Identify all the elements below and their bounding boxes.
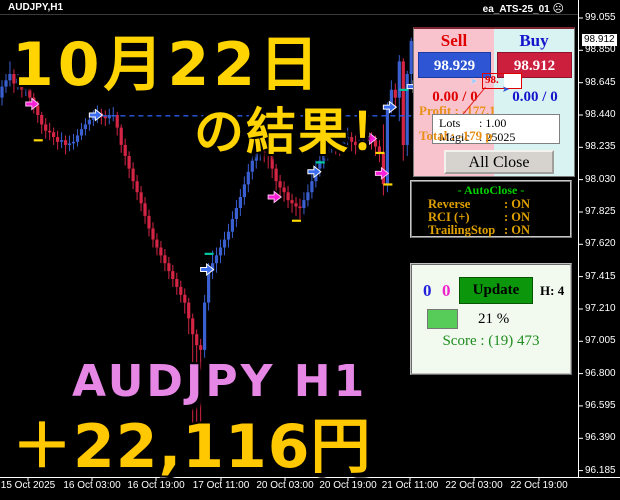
price-axis-label: 97.005 xyxy=(585,335,616,347)
h-count-label: H: 4 xyxy=(540,283,565,298)
current-price-tag: 98. xyxy=(482,73,522,89)
current-price-axis-label: 98.912 xyxy=(582,33,617,46)
autoclose-row-trailingstop: TrailingStop : ON xyxy=(412,224,570,237)
trailingstop-value: : ON xyxy=(504,223,531,237)
buy-label: Buy xyxy=(519,31,549,50)
price-axis-label: 96.390 xyxy=(585,432,616,444)
count-pink: 0 xyxy=(442,281,451,300)
count-blue: 0 xyxy=(423,281,432,300)
price-axis-label: 98.850 xyxy=(585,44,616,56)
caption-result-word: の結果！ xyxy=(194,103,402,161)
autoclose-panel: - AutoClose - Reverse : ON RCI (+) : ON … xyxy=(410,180,572,238)
time-axis-label: 16 Oct 03:00 xyxy=(63,480,121,491)
update-button[interactable]: Update xyxy=(459,277,533,304)
price-axis-label: 98.440 xyxy=(585,108,616,120)
price-axis-label: 96.595 xyxy=(585,399,616,411)
price-axis-label: 97.620 xyxy=(585,238,616,250)
autoclose-row-rci: RCI (+) : ON xyxy=(412,211,570,224)
symbol-timeframe-label: AUDJPY,H1 xyxy=(8,2,64,13)
price-tag-arrow-icon: ➤ xyxy=(470,76,478,86)
sell-lots-counter: 0.00 / 0 xyxy=(432,89,478,105)
rci-label: RCI (+) xyxy=(428,210,470,224)
price-axis-label: 97.210 xyxy=(585,302,616,314)
buy-lots-counter: 0.00 / 0 xyxy=(512,89,558,105)
price-axis-label: 96.185 xyxy=(585,464,616,476)
autoclose-row-reverse: Reverse : ON xyxy=(412,198,570,211)
reverse-value: : ON xyxy=(504,197,531,211)
price-axis-label: 98.235 xyxy=(585,141,616,153)
time-axis-label: 20 Oct 19:00 xyxy=(319,480,377,491)
progress-bar xyxy=(427,309,458,329)
price-axis-label: 96.800 xyxy=(585,367,616,379)
lots-magic-tooltip: Lots : 1.00 Magic : 25025 xyxy=(432,114,560,144)
time-axis-label: 16 Oct 19:00 xyxy=(127,480,185,491)
ea-status-smiley-icon[interactable]: ☹ xyxy=(552,3,564,15)
magic-label: Magic xyxy=(439,130,470,144)
trade-arrow-icon: ➤ xyxy=(502,84,510,94)
score-panel: 0 0 Update H: 4 21 % Score : (19) 473 xyxy=(410,263,572,375)
magic-value: : 25025 xyxy=(479,130,516,144)
price-axis-label: 98.030 xyxy=(585,173,616,185)
caption-date: 10月22日 xyxy=(12,30,323,100)
percent-label: 21 % xyxy=(478,311,510,327)
sell-price-button[interactable]: 98.929 xyxy=(418,52,491,78)
time-axis-label: 22 Oct 19:00 xyxy=(510,480,568,491)
price-axis-label: 97.825 xyxy=(585,205,616,217)
trailingstop-label: TrailingStop xyxy=(428,223,496,237)
rci-value: : ON xyxy=(504,210,531,224)
lots-label: Lots xyxy=(439,116,461,130)
ea-name-label: ea_ATS-25_01 ☹ xyxy=(483,2,564,15)
reverse-label: Reverse xyxy=(428,197,471,211)
total-label: Total : -179 p xyxy=(419,128,493,143)
caption-profit-yen: ＋22,116円 xyxy=(12,412,372,482)
price-axis-label: 98.645 xyxy=(585,76,616,88)
time-axis-label: 17 Oct 11:00 xyxy=(192,480,250,491)
time-axis-label: 20 Oct 03:00 xyxy=(256,480,314,491)
trade-panel: Sell Buy 98.929 98.912 98. ➤ ➤ 0.00 / 0 … xyxy=(413,27,575,177)
lots-value: : 1.00 xyxy=(479,116,507,130)
time-axis-label: 15 Oct 2025 xyxy=(0,480,56,491)
price-axis-label: 97.415 xyxy=(585,270,616,282)
ea-name-text: ea_ATS-25_01 xyxy=(482,4,550,15)
time-axis-label: 22 Oct 03:00 xyxy=(445,480,503,491)
autoclose-title: - AutoClose - xyxy=(457,183,525,197)
caption-symbol: AUDJPY H1 xyxy=(72,356,368,407)
sell-label: Sell xyxy=(440,31,468,50)
price-axis-label: 99.055 xyxy=(585,12,616,23)
all-close-button[interactable]: All Close xyxy=(444,150,554,174)
time-axis-label: 21 Oct 11:00 xyxy=(381,480,439,491)
score-label: Score : (19) 473 xyxy=(442,333,540,349)
